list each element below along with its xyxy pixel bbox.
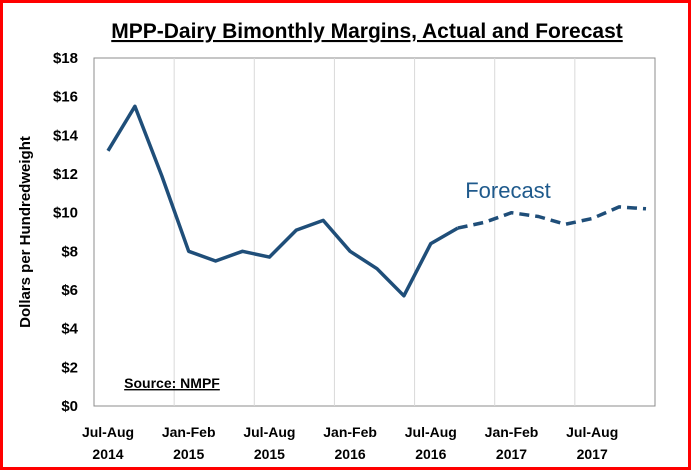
x-tick-label: Jul-Aug 2016 <box>405 424 457 462</box>
x-tick-year: 2017 <box>577 446 608 462</box>
source-note: Source: NMPF <box>124 375 220 391</box>
forecast-annotation: Forecast <box>465 178 551 203</box>
x-tick-year: 2017 <box>496 446 527 462</box>
y-axis-ticks: $0 $2 $4 $6 $8 $10 $12 $14 $16 $18 <box>53 50 79 415</box>
x-tick-label: Jul-Aug 2014 <box>82 424 134 462</box>
x-tick-year: 2014 <box>92 446 123 462</box>
x-tick-period: Jan-Feb <box>162 424 216 440</box>
x-tick-period: Jul-Aug <box>566 424 618 440</box>
x-tick-year: 2016 <box>335 446 366 462</box>
y-tick-label: $0 <box>61 398 78 415</box>
forecast-series-line <box>457 205 647 230</box>
y-axis-label: Dollars per Hundredweight <box>17 136 34 328</box>
x-tick-label: Jan-Feb 2016 <box>323 424 377 462</box>
x-tick-label: Jan-Feb 2015 <box>162 424 216 462</box>
y-tick-label: $10 <box>53 205 78 222</box>
y-tick-label: $2 <box>61 359 78 376</box>
x-tick-year: 2015 <box>173 446 204 462</box>
gridlines <box>173 58 576 406</box>
x-tick-label: Jul-Aug 2017 <box>566 424 618 462</box>
x-tick-period: Jul-Aug <box>243 424 295 440</box>
y-tick-label: $4 <box>61 321 78 338</box>
x-tick-period: Jul-Aug <box>82 424 134 440</box>
y-tick-label: $12 <box>53 166 78 183</box>
x-tick-period: Jan-Feb <box>485 424 539 440</box>
x-tick-period: Jan-Feb <box>323 424 377 440</box>
y-tick-label: $18 <box>53 50 78 67</box>
series-group <box>106 104 647 298</box>
actual-series-line <box>106 104 459 298</box>
plot-area <box>93 57 656 407</box>
y-tick-label: $6 <box>61 282 78 299</box>
y-tick-label: $16 <box>53 89 78 106</box>
x-tick-label: Jul-Aug 2015 <box>243 424 295 462</box>
x-tick-period: Jul-Aug <box>405 424 457 440</box>
y-tick-label: $8 <box>61 243 78 260</box>
chart-title: MPP-Dairy Bimonthly Margins, Actual and … <box>111 20 623 43</box>
x-tick-year: 2015 <box>254 446 285 462</box>
x-tick-label: Jan-Feb 2017 <box>485 424 539 462</box>
y-tick-label: $14 <box>53 127 79 144</box>
x-tick-year: 2016 <box>415 446 446 462</box>
x-axis-ticks: Jul-Aug2014Jan-Feb2015Jul-Aug2015Jan-Feb… <box>82 424 618 462</box>
